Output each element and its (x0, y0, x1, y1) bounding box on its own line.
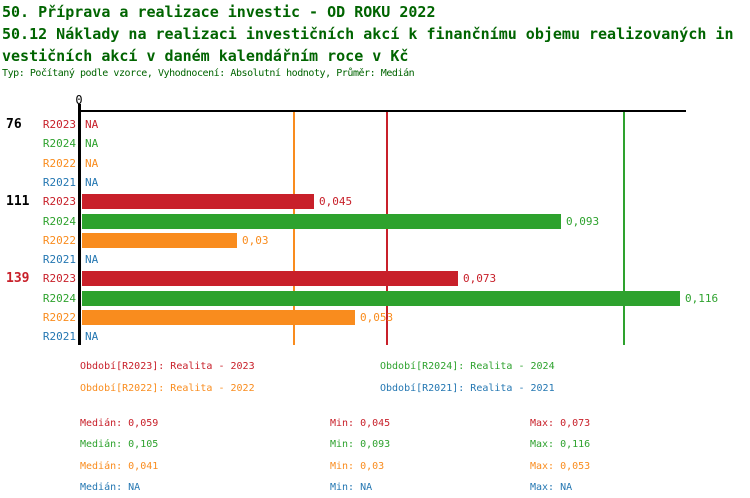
series-label-r2023: R2023 (42, 272, 76, 285)
report-meta-line: Typ: Počítaný podle vzorce, Vyhodnocení:… (2, 68, 415, 79)
median-line-r2024 (623, 112, 625, 345)
stat-median-r2024: Medián: 0,105 (80, 439, 159, 450)
bar-value-139-r2021: NA (85, 330, 99, 343)
value-axis-zero-tick: 0 (75, 93, 83, 107)
series-label-r2024: R2024 (42, 292, 76, 305)
bar-value-111-r2021: NA (85, 253, 99, 266)
bar-value-76-r2024: NA (85, 137, 99, 150)
series-label-r2024: R2024 (42, 215, 76, 228)
stat-min-r2021: Min: NA (330, 482, 373, 493)
bar-value-76-r2023: NA (85, 118, 99, 131)
bar-value-76-r2022: NA (85, 157, 99, 170)
stat-median-r2022: Medián: 0,041 (80, 461, 159, 472)
bar-value-139-r2022: 0,053 (360, 311, 394, 324)
stat-min-r2022: Min: 0,03 (330, 461, 385, 472)
series-label-r2022: R2022 (42, 311, 76, 324)
stat-max-r2023: Max: 0,073 (530, 418, 591, 429)
category-axis-line (78, 104, 81, 345)
series-label-r2023: R2023 (42, 195, 76, 208)
bar-139-r2023 (82, 271, 458, 286)
series-label-r2021: R2021 (42, 253, 76, 266)
bar-111-r2022 (82, 233, 237, 248)
legend-item-r2021: Období[R2021]: Realita - 2021 (380, 383, 555, 394)
series-label-r2021: R2021 (42, 330, 76, 343)
series-label-r2021: R2021 (42, 176, 76, 189)
stat-max-r2024: Max: 0,116 (530, 439, 591, 450)
series-label-r2023: R2023 (42, 118, 76, 131)
bar-value-139-r2023: 0,073 (463, 272, 497, 285)
group-label-111: 111 (6, 194, 30, 209)
stat-median-r2023: Medián: 0,059 (80, 418, 159, 429)
report-title-line-1: 50. Příprava a realizace investic - OD R… (2, 3, 436, 21)
stat-max-r2021: Max: NA (530, 482, 573, 493)
series-label-r2024: R2024 (42, 137, 76, 150)
stat-min-r2023: Min: 0,045 (330, 418, 391, 429)
bar-139-r2022 (82, 310, 355, 325)
group-label-139: 139 (6, 271, 30, 286)
series-label-r2022: R2022 (42, 157, 76, 170)
legend-item-r2022: Období[R2022]: Realita - 2022 (80, 383, 255, 394)
report-title-line-2: 50.12 Náklady na realizaci investičních … (2, 25, 734, 43)
bar-111-r2024 (82, 214, 561, 229)
bar-value-76-r2021: NA (85, 176, 99, 189)
stat-max-r2022: Max: 0,053 (530, 461, 591, 472)
bar-139-r2024 (82, 291, 680, 306)
bar-value-139-r2024: 0,116 (685, 292, 719, 305)
bar-111-r2023 (82, 194, 314, 209)
stat-min-r2024: Min: 0,093 (330, 439, 391, 450)
legend-item-r2023: Období[R2023]: Realita - 2023 (80, 361, 255, 372)
bar-value-111-r2024: 0,093 (566, 215, 600, 228)
report-title-line-3: vestičních akcí v daném kalendářním roce… (2, 47, 409, 65)
value-axis-line (78, 110, 686, 112)
legend-item-r2024: Období[R2024]: Realita - 2024 (380, 361, 555, 372)
bar-value-111-r2022: 0,03 (242, 234, 269, 247)
group-label-76: 76 (6, 117, 22, 132)
bar-value-111-r2023: 0,045 (319, 195, 353, 208)
stat-median-r2021: Medián: NA (80, 482, 141, 493)
series-label-r2022: R2022 (42, 234, 76, 247)
